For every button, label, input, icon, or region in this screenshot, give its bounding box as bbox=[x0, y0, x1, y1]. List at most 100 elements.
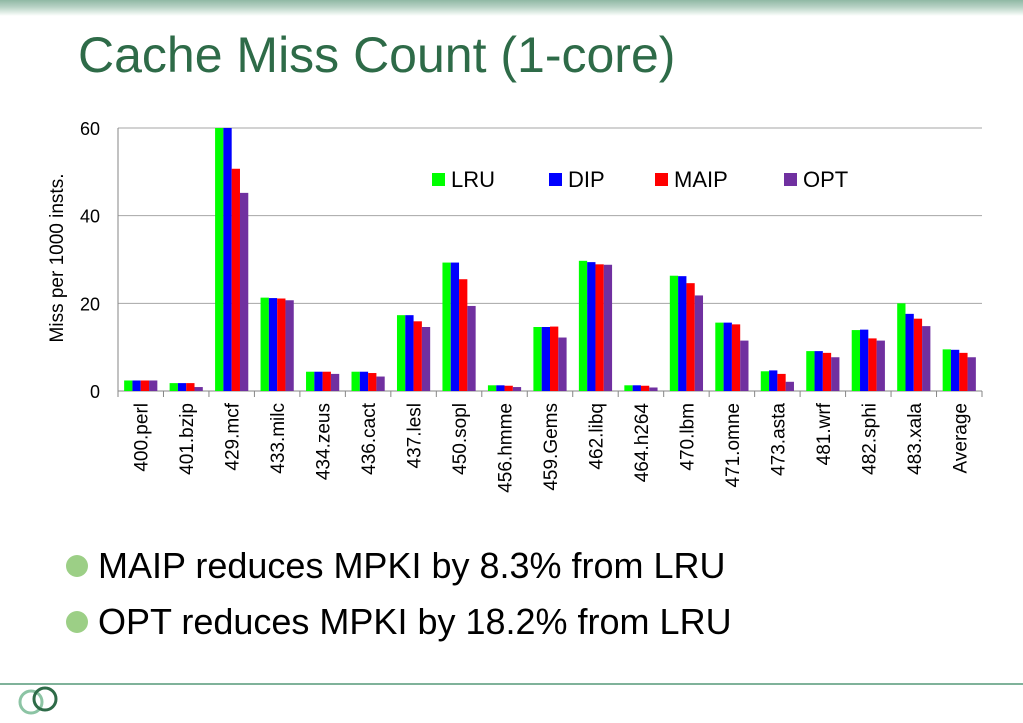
bar-maip bbox=[959, 352, 968, 391]
x-tick-label: 456.hmme bbox=[496, 403, 517, 493]
bar-lru bbox=[578, 260, 588, 391]
legend-swatch-lru bbox=[432, 173, 445, 186]
bar-opt bbox=[512, 387, 522, 391]
bullet-text: OPT reduces MPKI by 18.2% from LRU bbox=[98, 601, 732, 642]
bar-dip bbox=[177, 383, 187, 391]
bar-dip bbox=[632, 385, 641, 391]
bar-dip bbox=[359, 371, 369, 391]
bar-maip bbox=[413, 321, 422, 391]
bar-opt bbox=[376, 376, 385, 391]
bar-opt bbox=[558, 337, 567, 391]
bar-opt bbox=[785, 381, 794, 391]
y-tick-label: 60 bbox=[80, 119, 100, 139]
x-tick-label: 483.xala bbox=[905, 403, 926, 475]
bar-maip bbox=[231, 168, 240, 391]
x-tick-label: Average bbox=[950, 403, 971, 473]
bar-opt bbox=[922, 326, 931, 391]
bar-opt bbox=[467, 305, 476, 391]
x-tick-label: 436.cact bbox=[359, 402, 380, 475]
bar-dip bbox=[587, 262, 596, 391]
legend-label: MAIP bbox=[674, 167, 728, 192]
bar-lru bbox=[851, 330, 861, 391]
bar-lru bbox=[715, 322, 724, 391]
bar-lru bbox=[669, 275, 679, 391]
bar-maip bbox=[640, 385, 650, 391]
bar-dip bbox=[814, 351, 823, 391]
bar-opt bbox=[330, 373, 340, 391]
bar-dip bbox=[223, 128, 232, 391]
bar-lru bbox=[351, 371, 360, 391]
bar-opt bbox=[876, 340, 885, 391]
bar-dip bbox=[405, 315, 414, 391]
legend-label: OPT bbox=[803, 167, 848, 192]
footer-divider bbox=[0, 683, 1023, 685]
bullet-dot-icon bbox=[66, 611, 88, 633]
rings-logo-icon bbox=[18, 686, 58, 715]
legend-swatch-maip bbox=[655, 173, 668, 186]
bar-maip bbox=[595, 264, 604, 391]
x-tick-label: 482.sphi bbox=[859, 403, 880, 475]
slide-title: Cache Miss Count (1-core) bbox=[78, 27, 676, 83]
bar-maip bbox=[686, 283, 695, 391]
bar-lru bbox=[806, 351, 815, 391]
bar-dip bbox=[769, 370, 778, 391]
y-tick-label: 20 bbox=[80, 294, 100, 314]
bar-maip bbox=[140, 380, 150, 391]
bar-lru bbox=[169, 383, 178, 391]
bar-opt bbox=[285, 300, 294, 391]
x-tick-label: 470.lbm bbox=[677, 403, 698, 471]
x-tick-label: 471.omne bbox=[723, 403, 744, 488]
bar-maip bbox=[186, 383, 195, 391]
x-tick-label: 473.asta bbox=[768, 403, 789, 476]
bar-lru bbox=[760, 371, 770, 391]
x-tick-label: 400.perl bbox=[132, 403, 153, 472]
bar-maip bbox=[731, 324, 741, 391]
bullet-text: MAIP reduces MPKI by 8.3% from LRU bbox=[98, 545, 726, 586]
bullet-dot-icon bbox=[66, 555, 88, 577]
x-tick-label: 434.zeus bbox=[314, 403, 335, 480]
bar-opt bbox=[694, 295, 704, 391]
x-tick-label: 481.wrf bbox=[814, 402, 835, 465]
bar-lru bbox=[260, 297, 269, 391]
bar-maip bbox=[322, 371, 331, 391]
bar-opt bbox=[421, 327, 431, 391]
bar-dip bbox=[723, 322, 732, 391]
y-tick-label: 0 bbox=[90, 382, 100, 402]
bar-dip bbox=[268, 298, 278, 391]
bar-maip bbox=[913, 318, 923, 391]
bar-maip bbox=[777, 373, 786, 391]
bar-dip bbox=[541, 327, 550, 391]
legend-swatch-dip bbox=[549, 173, 562, 186]
bar-lru bbox=[442, 262, 451, 391]
bar-dip bbox=[905, 313, 914, 391]
bar-opt bbox=[831, 357, 840, 391]
bar-opt bbox=[967, 357, 976, 391]
x-tick-label: 459.Gems bbox=[541, 403, 562, 491]
x-tick-label: 437.lesl bbox=[405, 403, 426, 469]
bar-lru bbox=[487, 385, 497, 391]
bar-opt bbox=[239, 192, 249, 391]
bar-opt bbox=[194, 387, 203, 391]
y-tick-label: 40 bbox=[80, 207, 100, 227]
legend-label: LRU bbox=[451, 167, 495, 192]
bar-maip bbox=[822, 352, 832, 391]
bar-opt bbox=[740, 340, 749, 391]
x-tick-label: 401.bzip bbox=[177, 403, 198, 475]
x-tick-label: 464.h264 bbox=[632, 403, 653, 483]
bullet-item: MAIP reduces MPKI by 8.3% from LRU bbox=[66, 538, 732, 594]
bar-dip bbox=[496, 385, 505, 391]
bar-dip bbox=[132, 380, 141, 391]
legend-swatch-opt bbox=[784, 173, 797, 186]
bar-chart: 0 20 40 60 400.perl 401.bzip 429.mcf 433.milc 43… bbox=[47, 119, 983, 493]
bar-lru bbox=[897, 303, 906, 391]
x-tick-label: 433.milc bbox=[268, 403, 289, 474]
bar-lru bbox=[624, 385, 633, 391]
bar-opt bbox=[149, 380, 158, 391]
bar-maip bbox=[868, 338, 877, 391]
legend-label: DIP bbox=[568, 167, 605, 192]
bar-maip bbox=[550, 326, 559, 391]
x-tick-label: 462.libq bbox=[586, 403, 607, 470]
bullet-item: OPT reduces MPKI by 18.2% from LRU bbox=[66, 594, 732, 650]
y-axis-label: Miss per 1000 insts. bbox=[47, 174, 68, 343]
bar-lru bbox=[533, 327, 542, 391]
